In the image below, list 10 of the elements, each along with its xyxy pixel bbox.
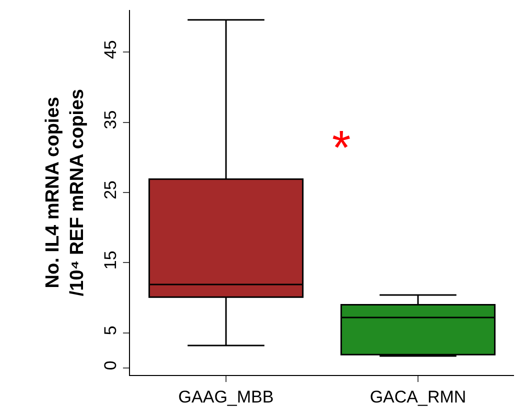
y-axis-title: No. IL4 mRNA copies /10⁴ REF mRNA copies [42, 88, 88, 296]
y-tick-label: 5 [101, 326, 120, 336]
x-tick-label: GACA_RMN [370, 387, 466, 406]
y-tick-label: 45 [101, 40, 120, 60]
y-tick-label: 15 [101, 250, 120, 270]
y-tick-label: 35 [101, 110, 120, 130]
annotation: * [332, 122, 351, 175]
y-tick-label: 0 [101, 360, 120, 370]
x-tick-label: GAAG_MBB [178, 387, 274, 406]
y-tick-label: 25 [101, 180, 120, 200]
